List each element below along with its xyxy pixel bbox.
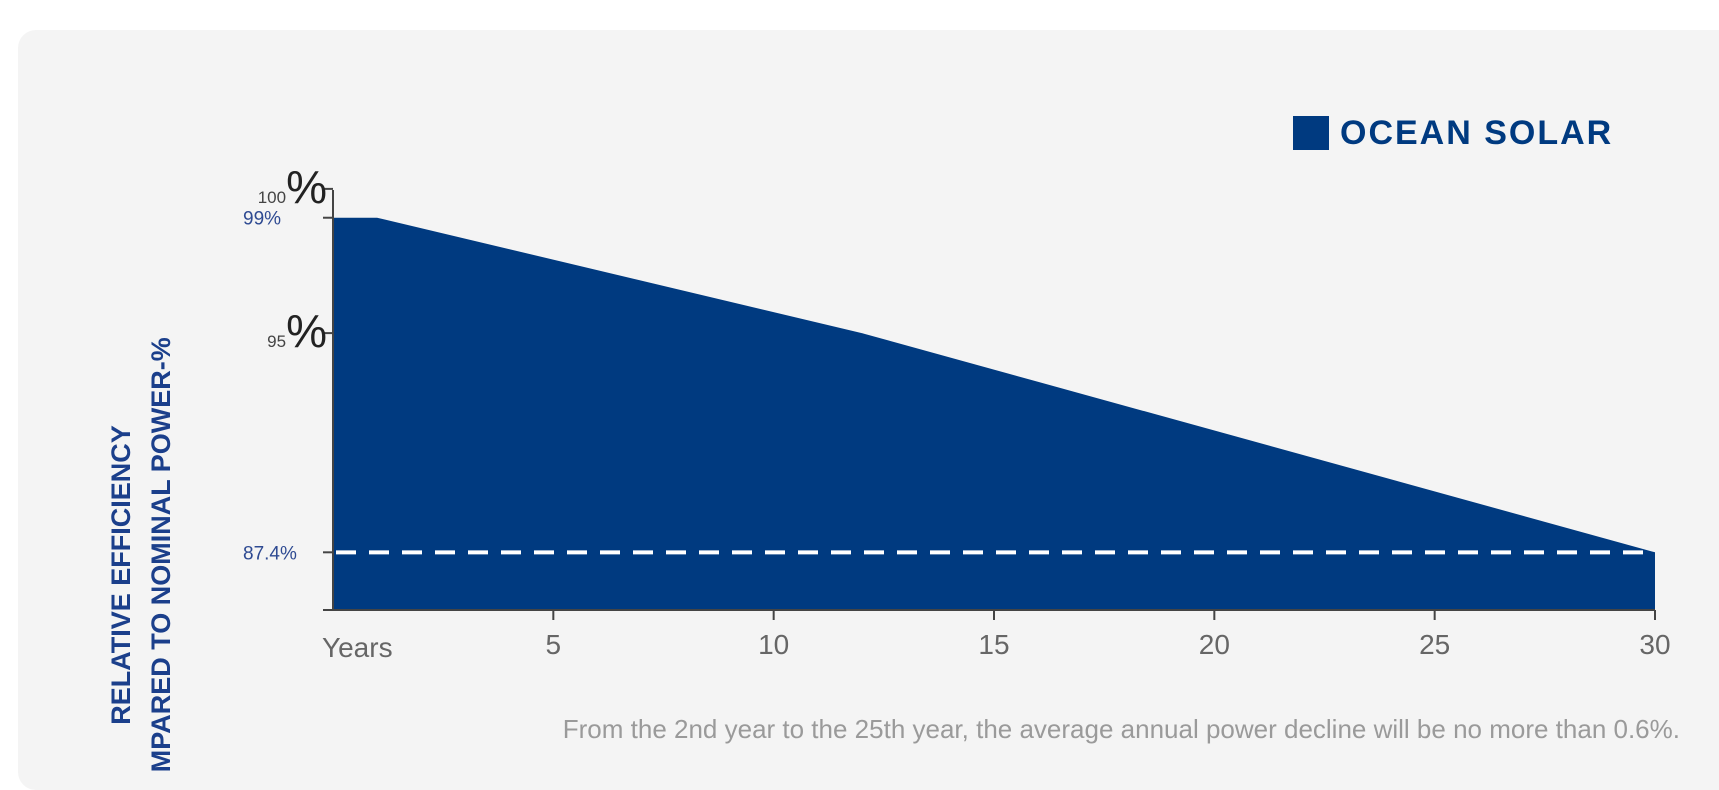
value-annotations: 99% 87.4% bbox=[243, 209, 333, 564]
efficiency-chart: RELATIVE EFFICIENCY COMPARED TO NOMINAL … bbox=[106, 114, 1680, 773]
y-tick-label: 100% bbox=[258, 161, 327, 213]
x-axis-label: Years bbox=[322, 632, 393, 663]
value-annotation: 87.4% bbox=[243, 543, 297, 564]
value-annotation: 99% bbox=[243, 209, 281, 230]
x-tick-label: 15 bbox=[978, 629, 1009, 660]
x-tick-label: 5 bbox=[546, 629, 562, 660]
ocean-solar-area bbox=[333, 217, 1655, 610]
x-ticks: 5 10 15 20 25 30 bbox=[546, 610, 1671, 660]
footnote: From the 2nd year to the 25th year, the … bbox=[563, 714, 1680, 744]
x-tick-label: 30 bbox=[1639, 629, 1670, 660]
y-ticks: 100% 95% bbox=[258, 161, 333, 357]
y-axis-title-line-2: COMPARED TO NOMINAL POWER-% bbox=[146, 337, 176, 773]
legend-label-ocean-solar: OCEAN SOLAR bbox=[1340, 114, 1613, 152]
y-axis-title-line-1: RELATIVE EFFICIENCY bbox=[106, 425, 136, 725]
x-tick-label: 25 bbox=[1419, 629, 1450, 660]
y-tick-label: 95% bbox=[267, 305, 327, 357]
legend-swatch-ocean-solar bbox=[1293, 116, 1329, 150]
x-tick-label: 20 bbox=[1199, 629, 1230, 660]
x-tick-label: 10 bbox=[758, 629, 789, 660]
